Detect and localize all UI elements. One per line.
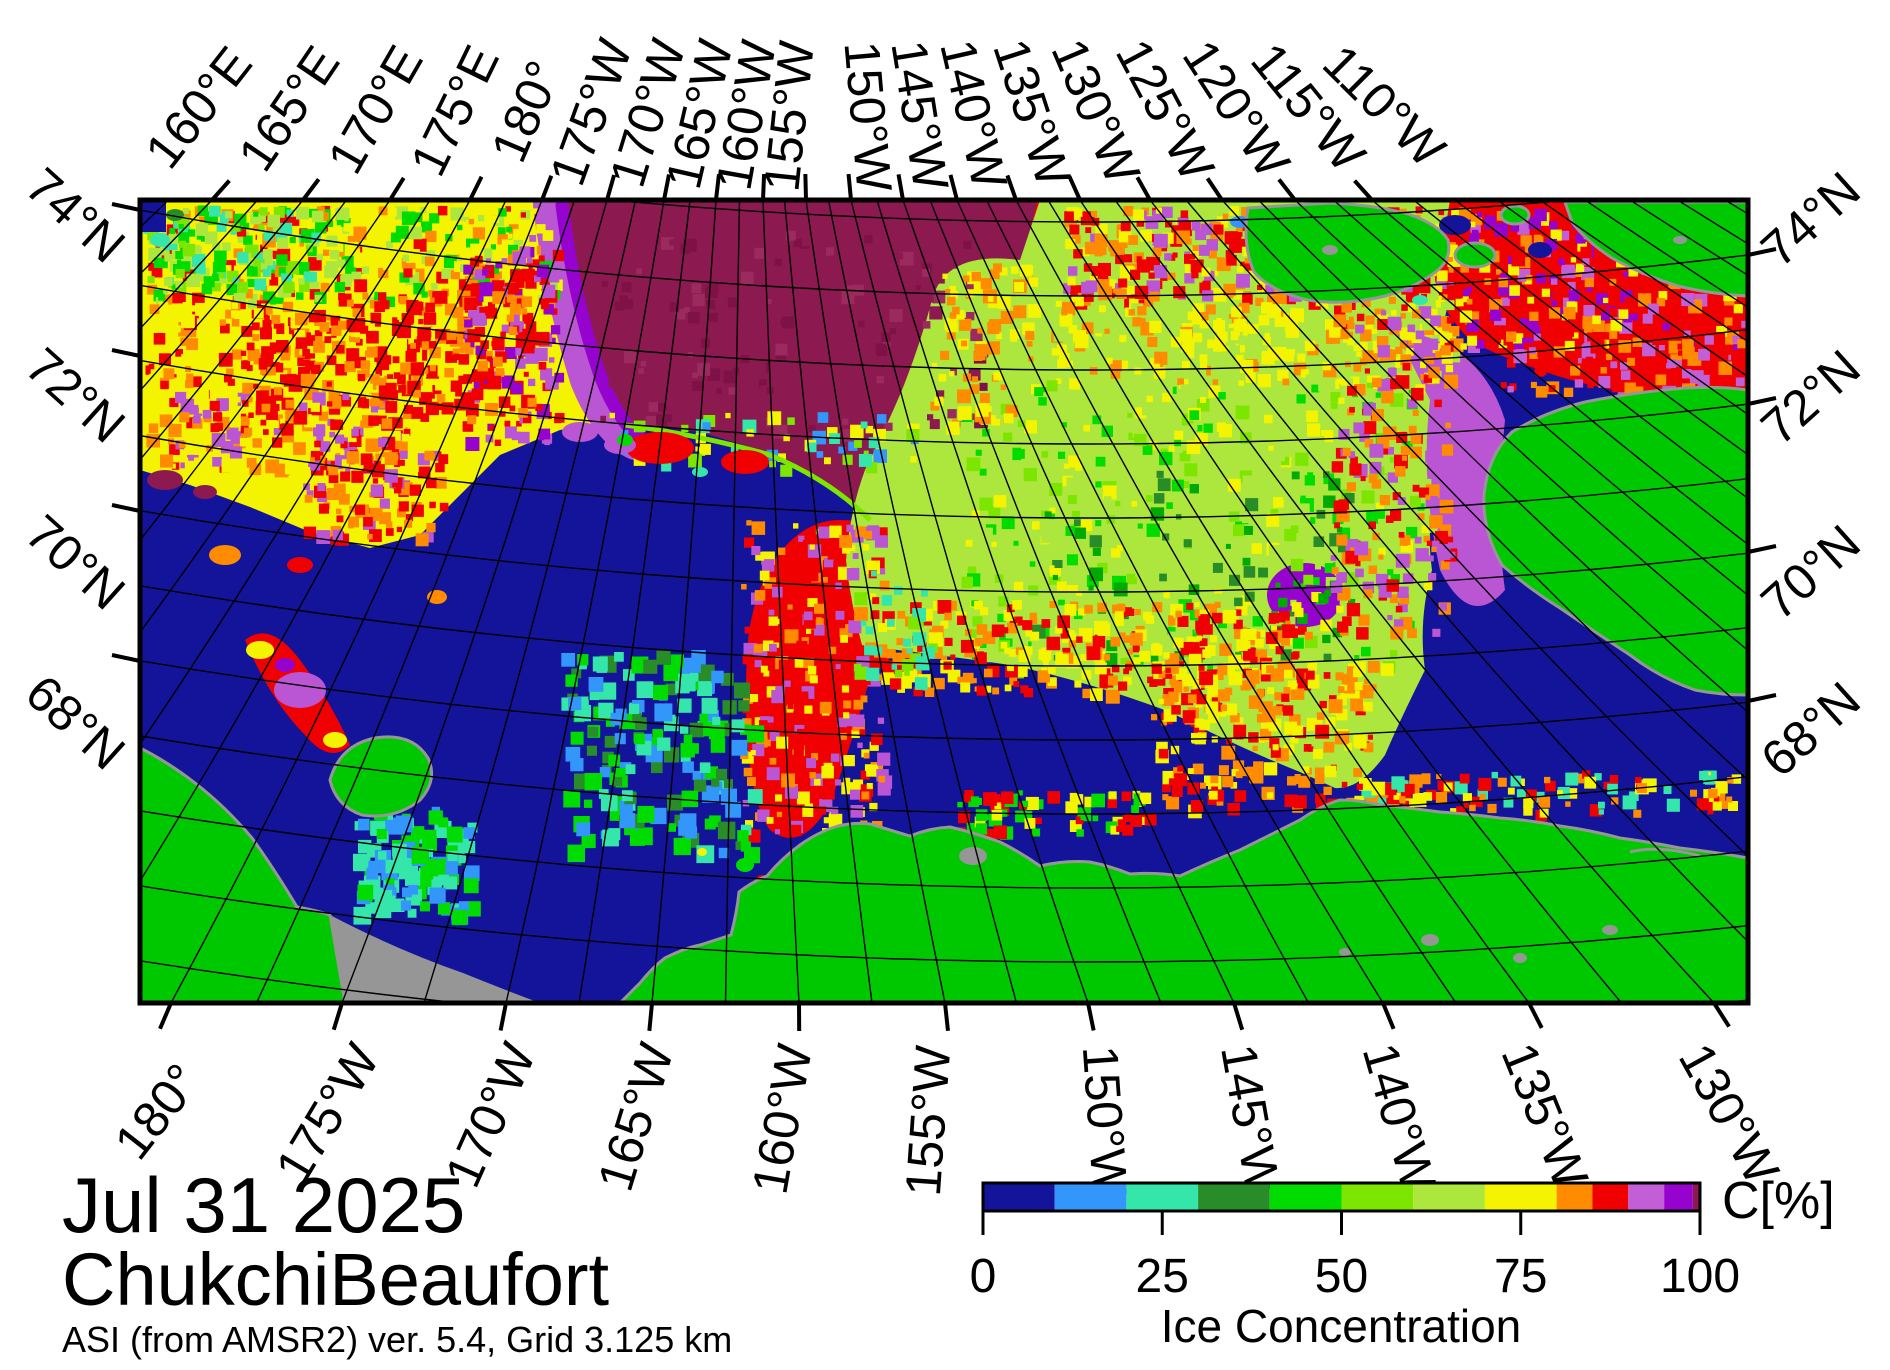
bottom-axis-label: 145°W [1210, 1040, 1291, 1199]
left-axis-label: 68°N [15, 664, 135, 780]
colorbar-tick-label: 25 [1136, 1250, 1189, 1303]
maroon-dab [147, 470, 183, 490]
bottom-axis-label: 165°W [587, 1036, 685, 1197]
ice-edge-red-blob [721, 450, 769, 474]
colorbar-segment [983, 1183, 1055, 1211]
left-axis-label: 72°N [15, 337, 135, 453]
colorbar-unit-label: C[%] [1722, 1172, 1835, 1230]
source-label: ASI (from AMSR2) ver. 5.4, Grid 3.125 km [62, 1319, 732, 1360]
floe-dab [209, 545, 241, 565]
colorbar-segment [1484, 1183, 1557, 1211]
colorbar-segment [1341, 1183, 1414, 1211]
colorbar-segment [1054, 1183, 1127, 1211]
colorbar-segment [1413, 1183, 1485, 1211]
ice-violet-fringe-west [555, 200, 649, 447]
colorbar-segment [1692, 1183, 1700, 1211]
floe-dab [736, 858, 754, 872]
colorbar-segment [1269, 1183, 1342, 1211]
ice-edge-green-dab [617, 434, 633, 446]
land-chukotka [140, 746, 347, 1003]
corner-water-dab [140, 200, 166, 232]
ice-purple-blob [1267, 563, 1343, 627]
colorbar-segment [1198, 1183, 1270, 1211]
lake-dab [1602, 925, 1618, 935]
map-frame [137, 197, 1751, 1006]
colorbar-axis-label: Ice Concentration [1161, 1300, 1522, 1352]
no-data-wedge [330, 915, 540, 1003]
map-interior [140, 200, 1748, 1003]
land-banks-island [1482, 385, 1748, 697]
bottom-axis-label: 135°W [1491, 1035, 1600, 1196]
colorbar-tick-label: 0 [970, 1250, 997, 1303]
corner-green-dab [166, 209, 184, 221]
bay-cyan-dab [1412, 295, 1428, 305]
lake-dab [1322, 245, 1338, 255]
land-alaska [617, 798, 1748, 1003]
floe-dab [323, 732, 347, 748]
bay-water-dab [1439, 215, 1471, 235]
bottom-axis-label: 160°W [742, 1039, 823, 1198]
graticule [140, 200, 1748, 1003]
ice-edge-cyan-dab [692, 467, 708, 477]
left-axis-label: 74°N [15, 157, 135, 273]
lake-dab [1339, 948, 1351, 956]
right-axis-label: 68°N [1750, 671, 1870, 787]
maroon-dab [193, 485, 217, 499]
right-axis-label: 74°N [1750, 161, 1870, 277]
land-wrangel-island [328, 735, 434, 818]
floe-dab [246, 641, 274, 659]
bay-water-dab [1528, 242, 1552, 258]
right-axis-label: 70°N [1750, 514, 1870, 630]
river-delta-braids [1629, 847, 1701, 858]
corner-cyan-dab [150, 233, 170, 247]
colorbar-segment [1664, 1183, 1693, 1211]
top-axis-label: 150°W [833, 39, 902, 195]
bottom-axis-label: 130°W [1668, 1034, 1790, 1194]
date-label: Jul 31 2025 [62, 1161, 465, 1249]
floe-dab [275, 658, 295, 672]
right-axis-label: 72°N [1750, 339, 1870, 455]
land-islet [1499, 204, 1531, 226]
colorbar-segment [1126, 1183, 1199, 1211]
bottom-axis-label: 140°W [1352, 1037, 1448, 1198]
region-label: ChukchiBeaufort [62, 1238, 610, 1321]
colorbar-segment [1628, 1183, 1665, 1211]
colorbar-tick-label: 75 [1494, 1250, 1547, 1303]
floe-dab [287, 557, 313, 573]
colorbar-segment [1556, 1183, 1593, 1211]
lake-dab [1673, 236, 1687, 244]
lake-dab [1513, 953, 1527, 963]
colorbar: 0 25 50 75 100 [970, 1181, 1740, 1303]
land-islet [1453, 241, 1497, 269]
bottom-axis-label: 180° [104, 1054, 212, 1170]
colorbar-segment [1592, 1183, 1629, 1211]
ice-edge-rim-green [624, 422, 872, 522]
colorbar-tick-label: 100 [1660, 1250, 1740, 1303]
floe-dab [697, 848, 707, 856]
lake-dab [1421, 934, 1439, 946]
ice-speckle-texture [142, 205, 1748, 926]
floe-dab [274, 672, 326, 708]
lake-dab [959, 847, 987, 865]
colorbar-tick-label: 50 [1315, 1250, 1368, 1303]
bottom-axis-label: 155°W [895, 1043, 961, 1198]
left-axis-label: 70°N [15, 504, 135, 620]
bottom-axis-label: 150°W [1072, 1044, 1138, 1199]
ice-edge-orchid-dab [562, 422, 598, 442]
